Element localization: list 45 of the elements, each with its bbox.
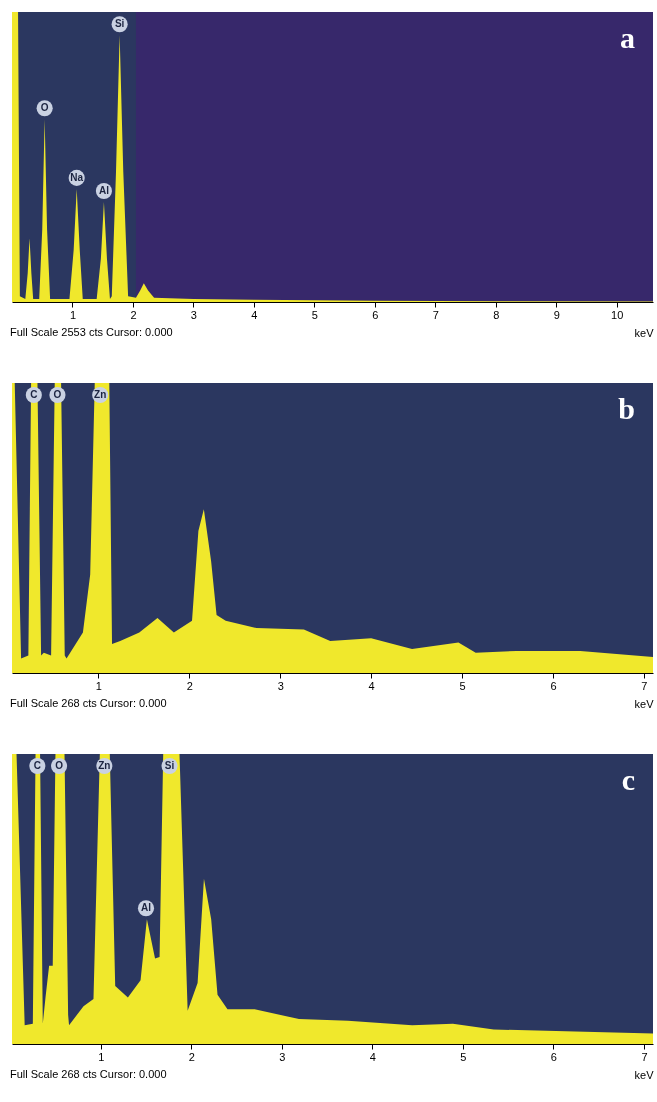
text: Full Scale 2553 cts Cursor: 0.000 bbox=[10, 326, 173, 338]
annotation: C bbox=[33, 760, 41, 771]
x-tick-label: 7 bbox=[641, 679, 648, 692]
x-tick-label: 3 bbox=[277, 679, 284, 692]
annotation: Si bbox=[164, 760, 175, 771]
text: Full Scale 268 cts Cursor: 0.000 bbox=[10, 1068, 167, 1080]
chart-title: a bbox=[620, 21, 635, 54]
x-tick-label: 2 bbox=[188, 1050, 195, 1063]
x-tick-label: 7 bbox=[641, 1050, 648, 1063]
x-axis-title: keV bbox=[634, 1068, 655, 1081]
x-tick-label: 7 bbox=[432, 308, 439, 321]
x-tick-label: 1 bbox=[69, 308, 77, 321]
annotation: O bbox=[55, 760, 64, 771]
x-axis-title: keV bbox=[634, 326, 655, 339]
x-tick-label: 5 bbox=[459, 679, 466, 692]
x-tick-label: 10 bbox=[611, 308, 624, 321]
annotation: Al bbox=[98, 184, 110, 196]
annotation: C bbox=[30, 389, 38, 400]
x-tick-label: 3 bbox=[190, 308, 197, 321]
x-tick-label: 5 bbox=[311, 308, 318, 321]
annotation: Zn bbox=[98, 760, 111, 771]
x-tick-label: 1 bbox=[95, 679, 102, 692]
chart-title: b bbox=[618, 392, 635, 425]
x-tick-label: 1 bbox=[98, 1050, 105, 1063]
annotation: O bbox=[53, 389, 62, 400]
x-tick-label: 2 bbox=[186, 679, 193, 692]
x-tick-label: 6 bbox=[550, 1050, 557, 1063]
x-tick-label: 2 bbox=[130, 308, 137, 321]
x-tick-label: 4 bbox=[369, 1050, 376, 1063]
x-tick-label: 6 bbox=[372, 308, 379, 321]
text: Full Scale 268 cts Cursor: 0.000 bbox=[10, 697, 167, 709]
annotation: Zn bbox=[94, 389, 107, 400]
x-tick-label: 8 bbox=[493, 308, 500, 321]
x-tick-label: 4 bbox=[368, 679, 375, 692]
x-tick-label: 9 bbox=[553, 308, 560, 321]
chart-title: c bbox=[621, 763, 635, 796]
x-tick-label: 6 bbox=[550, 679, 557, 692]
x-tick-label: 5 bbox=[460, 1050, 467, 1063]
annotation: Na bbox=[70, 171, 84, 183]
x-tick-label: 3 bbox=[279, 1050, 286, 1063]
x-tick-label: 4 bbox=[251, 308, 258, 321]
annotation: O bbox=[40, 102, 49, 114]
annotation: Al bbox=[140, 902, 152, 914]
x-axis-title: keV bbox=[634, 697, 655, 710]
annotation: Si bbox=[114, 18, 125, 30]
